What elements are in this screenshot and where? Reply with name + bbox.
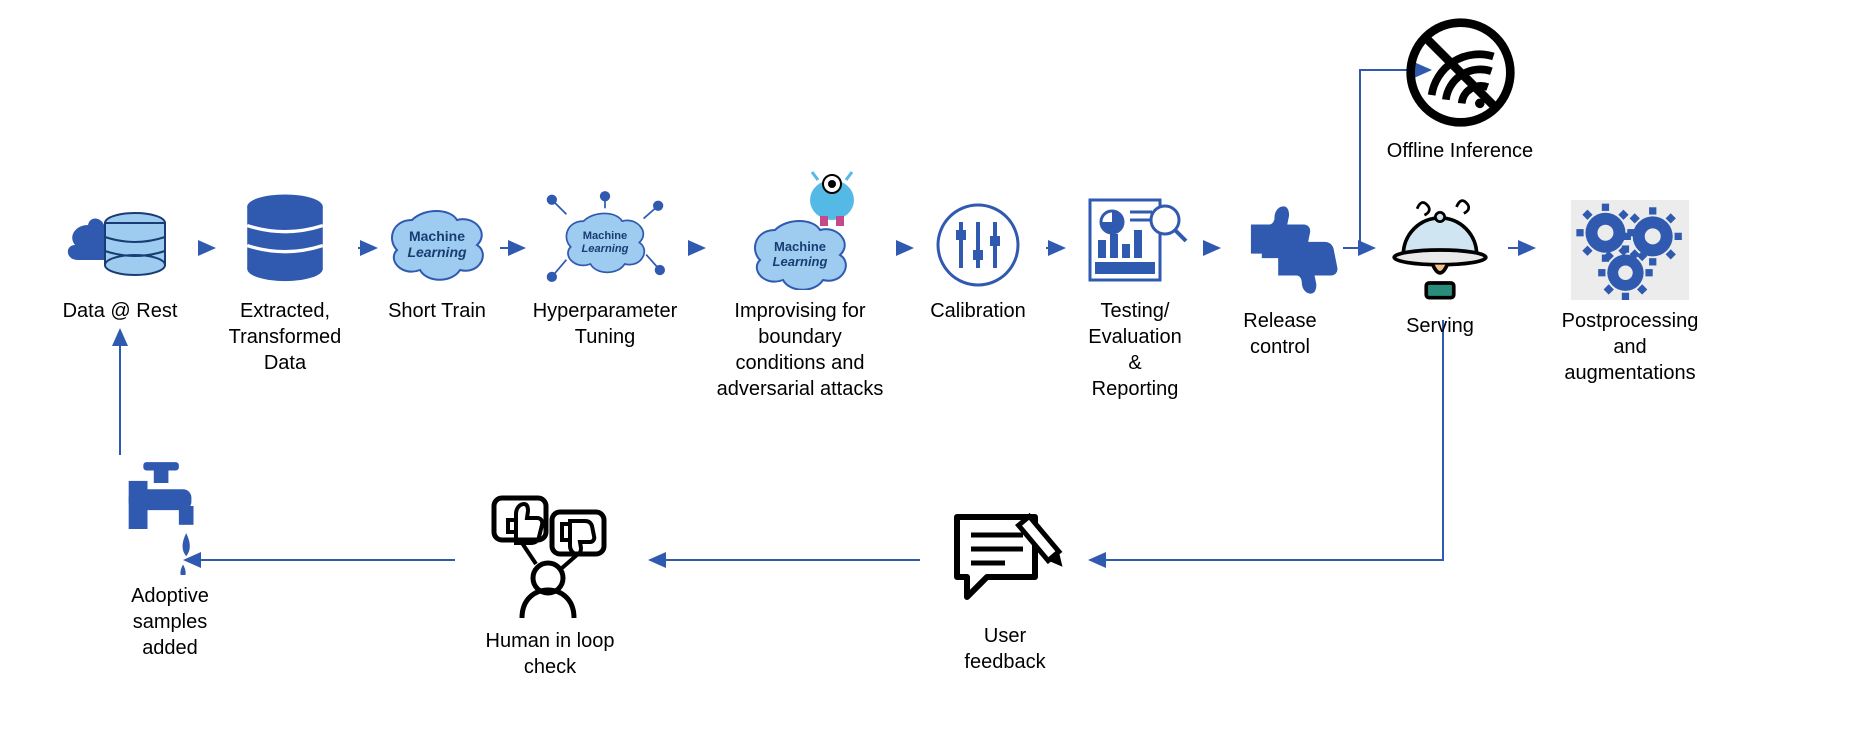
human-review-icon (460, 490, 640, 620)
node-label: Offline Inference (1387, 138, 1533, 164)
brain-nodes-icon: Machine Learning (520, 190, 690, 290)
node-label: Testing/ Evaluation & Reporting (1088, 298, 1181, 402)
report-icon (1060, 190, 1210, 290)
node-extracted: Extracted, Transformed Data (210, 190, 360, 376)
gears-icon (1530, 200, 1730, 300)
node-label: Release control (1243, 308, 1316, 360)
node-postproc: Postprocessing and augmentations (1530, 200, 1730, 386)
node-serving: Serving (1370, 195, 1510, 339)
node-label: Extracted, Transformed Data (229, 298, 342, 376)
node-label: Human in loop check (486, 628, 615, 680)
svg-text:Machine: Machine (583, 230, 628, 242)
db-icon (210, 190, 360, 290)
node-human_loop: Human in loop check (460, 490, 640, 680)
node-label: Short Train (388, 298, 486, 324)
cloud-db-icon (40, 190, 200, 290)
node-label: Data @ Rest (63, 298, 178, 324)
svg-text:Learning: Learning (407, 244, 467, 260)
no-wifi-icon (1375, 15, 1545, 130)
node-adoptive: Adoptive samples added (95, 460, 245, 661)
thumbs-icon (1215, 200, 1345, 300)
node-label: Adoptive samples added (131, 583, 209, 661)
node-improvise: Machine Learning Improvising for boundar… (700, 170, 900, 402)
svg-text:Learning: Learning (773, 254, 828, 269)
node-release: Release control (1215, 200, 1345, 360)
node-label: Serving (1406, 313, 1474, 339)
sliders-icon (908, 200, 1048, 290)
node-label: Improvising for boundary conditions and … (717, 298, 884, 402)
svg-text:Machine: Machine (409, 228, 465, 244)
node-label: Calibration (930, 298, 1026, 324)
node-short_train: Machine Learning Short Train (372, 200, 502, 324)
node-hyper: Machine Learning Hyperparameter Tuning (520, 190, 690, 350)
node-calibration: Calibration (908, 200, 1048, 324)
cloche-icon (1370, 195, 1510, 305)
faucet-icon (95, 460, 245, 575)
node-label: User feedback (964, 623, 1045, 675)
node-label: Hyperparameter Tuning (533, 298, 678, 350)
brain-icon: Machine Learning (372, 200, 502, 290)
node-user_fb: User feedback (925, 505, 1085, 675)
node-data_rest: Data @ Rest (40, 190, 200, 324)
note-pencil-icon (925, 505, 1085, 615)
svg-text:Learning: Learning (582, 243, 629, 255)
node-offline: Offline Inference (1375, 15, 1545, 164)
node-testing: Testing/ Evaluation & Reporting (1060, 190, 1210, 402)
brain-monster-icon: Machine Learning (700, 170, 900, 290)
svg-text:Machine: Machine (774, 239, 826, 254)
node-label: Postprocessing and augmentations (1562, 308, 1699, 386)
